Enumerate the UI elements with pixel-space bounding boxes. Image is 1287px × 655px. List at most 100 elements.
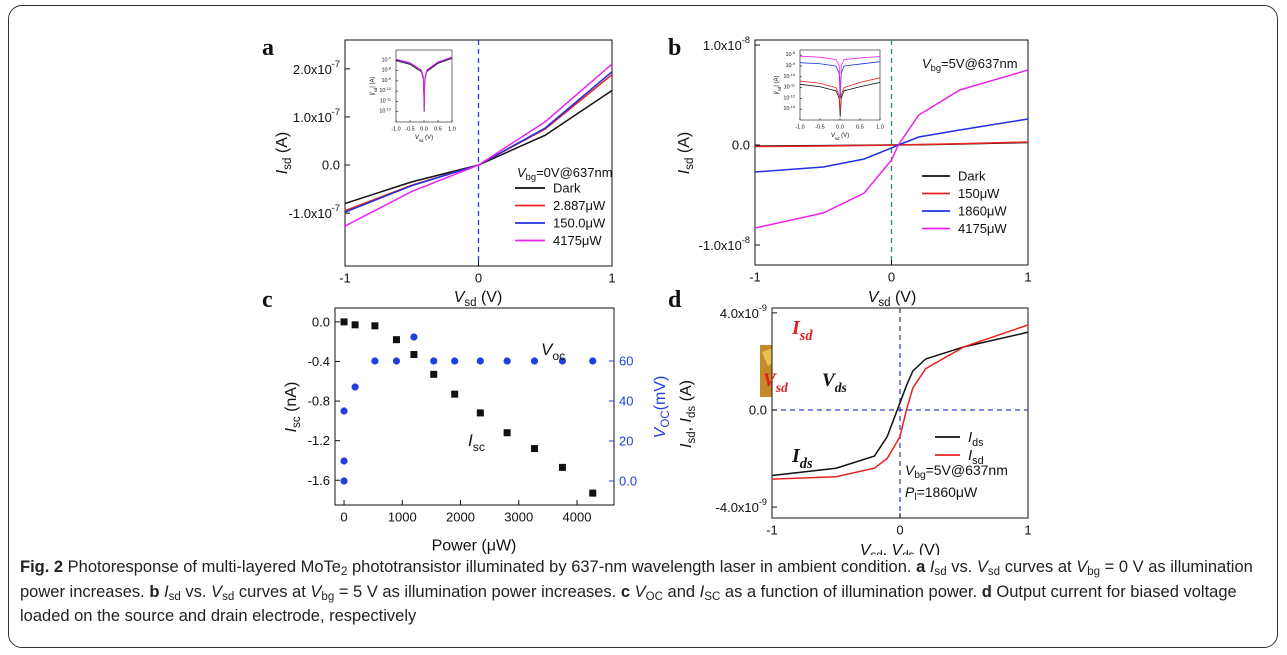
y2-axis-label-part: V [652, 426, 669, 438]
point [589, 357, 597, 365]
legend-label: Isd [968, 447, 984, 468]
x-tick-label: 0 [475, 270, 482, 285]
y-tick-label: 0.0 [322, 158, 340, 173]
x-tick-label: 0.5 [856, 124, 864, 130]
series-line [396, 56, 452, 105]
annotation-part: V [541, 340, 554, 359]
y-axis-label-part: sd [777, 86, 782, 91]
point [476, 357, 484, 365]
caption-part: Photoresponse of multi-layered MoTe [63, 558, 341, 576]
y2-axis-label: VOC(mV) [652, 376, 673, 439]
annotation: Vbg=0V@637nm [517, 165, 613, 183]
series-line [345, 63, 612, 227]
caption-part: as a function of illumination power. [720, 582, 982, 601]
x-axis-label-part: , [883, 542, 892, 556]
series-line [800, 82, 880, 117]
x-axis-label-part: sd [419, 138, 424, 143]
x-axis-label-part: ds [902, 550, 914, 555]
series-line [396, 58, 452, 112]
y-tick-label: 10-11 [380, 97, 391, 104]
y-axis-label-part: I [678, 417, 695, 422]
annotation-part: V [922, 56, 932, 71]
y-tick-label: 0.0 [749, 402, 767, 417]
point [503, 429, 511, 437]
point [430, 357, 438, 365]
y2-tick-label: 40 [619, 394, 633, 409]
annotation: Isd [791, 317, 813, 344]
figure: a -1 0 1 -1.0x10-7 0.0 1.0x10-7 2.0x10-7 Vsd (V)… [262, 35, 1032, 556]
y-axis-label-part: | [370, 94, 376, 96]
y-axis-label-part: I [676, 169, 693, 174]
x-tick-label: 1 [1024, 522, 1031, 537]
y-axis-label-part: I [370, 92, 376, 94]
y-axis-label-part: , [678, 422, 695, 431]
y-tick-label: -1.0x10-7 [289, 203, 340, 221]
annotation: Vbg=5V@637nm [905, 462, 1008, 481]
x-tick-label: -1 [749, 269, 761, 284]
y-tick-label: 0.0 [732, 138, 750, 153]
x-tick-label: 0.0 [836, 124, 844, 130]
x-tick-label: 0 [340, 509, 347, 524]
annotation-part: =5V@637nm [926, 462, 1008, 478]
x-tick-label: 3000 [504, 509, 533, 524]
point [503, 357, 511, 365]
caption-part: = 0 V as illumination power increases. [20, 558, 1253, 601]
plot-area [800, 55, 880, 117]
annotation-part: I [791, 317, 801, 339]
caption-part: Fig. 2 [20, 558, 64, 576]
x-axis-label: Vsd (V) [831, 133, 849, 141]
x-tick-label: -0.5 [405, 126, 414, 132]
y-axis-label-part: sd [282, 158, 294, 170]
series-line [800, 77, 880, 113]
plot-area [755, 40, 1028, 265]
x-axis-label-part: sd [835, 136, 840, 141]
annotation-part: V [763, 370, 777, 391]
caption-part: bg [321, 590, 335, 603]
y-tick-label: 10-7 [381, 56, 391, 63]
x-tick-label: -1.0 [795, 124, 804, 130]
point [410, 351, 418, 359]
y-tick-label: 1.0x10-7 [293, 107, 340, 125]
x-tick-label: -1 [339, 270, 351, 285]
point [340, 457, 348, 465]
annotation: Ids [791, 445, 813, 472]
panel-label: c [262, 287, 273, 313]
caption-part: = 5 V as illumination power increases. [334, 582, 621, 601]
y-tick-label: 10-11 [784, 84, 795, 91]
y-tick-label: -0.4 [308, 354, 330, 369]
annotation-part: I [468, 431, 473, 450]
x-tick-label: -1 [766, 522, 778, 537]
point [351, 383, 359, 391]
caption-part: sd [934, 566, 947, 578]
caption-part: d [981, 582, 992, 601]
y-tick-label: 10-8 [381, 67, 391, 74]
annotation: Isc [468, 431, 485, 455]
point [340, 477, 348, 485]
y-axis-label: |Isd| (A) [774, 75, 782, 94]
caption-part: phototransistor illuminated by 637-nm wa… [347, 558, 917, 576]
y-tick-label: 10-12 [379, 108, 391, 115]
x-axis-label-part: V [860, 542, 872, 556]
legend-label: 4175μW [553, 233, 602, 248]
caption-part: V [976, 558, 988, 576]
caption-part: V [211, 582, 223, 601]
caption-part: I [699, 582, 705, 601]
x-axis-label-part: sd [870, 550, 882, 555]
y2-tick-label: 20 [619, 434, 633, 449]
annotation-part: I [791, 445, 801, 467]
y-tick-label: 10-13 [783, 105, 795, 112]
y2-axis-label-part: OC [660, 410, 672, 427]
x-axis-label: Vsd (V) [415, 135, 433, 143]
point [451, 357, 459, 365]
annotation-part: =1860μW [917, 484, 978, 500]
annotation: Voc [541, 340, 565, 364]
x-axis-label: Vsd (V) [454, 289, 503, 310]
y-axis-label: Isd, Ids (A) [678, 380, 699, 448]
panel-label: a [262, 35, 274, 61]
y-tick-label: 10-10 [783, 73, 795, 80]
caption-part: I [925, 558, 935, 576]
legend-label: 150.0μW [553, 216, 606, 231]
caption-part: SC [704, 590, 721, 603]
legend-label: Dark [958, 169, 986, 184]
annotation-part: sd [775, 380, 788, 395]
